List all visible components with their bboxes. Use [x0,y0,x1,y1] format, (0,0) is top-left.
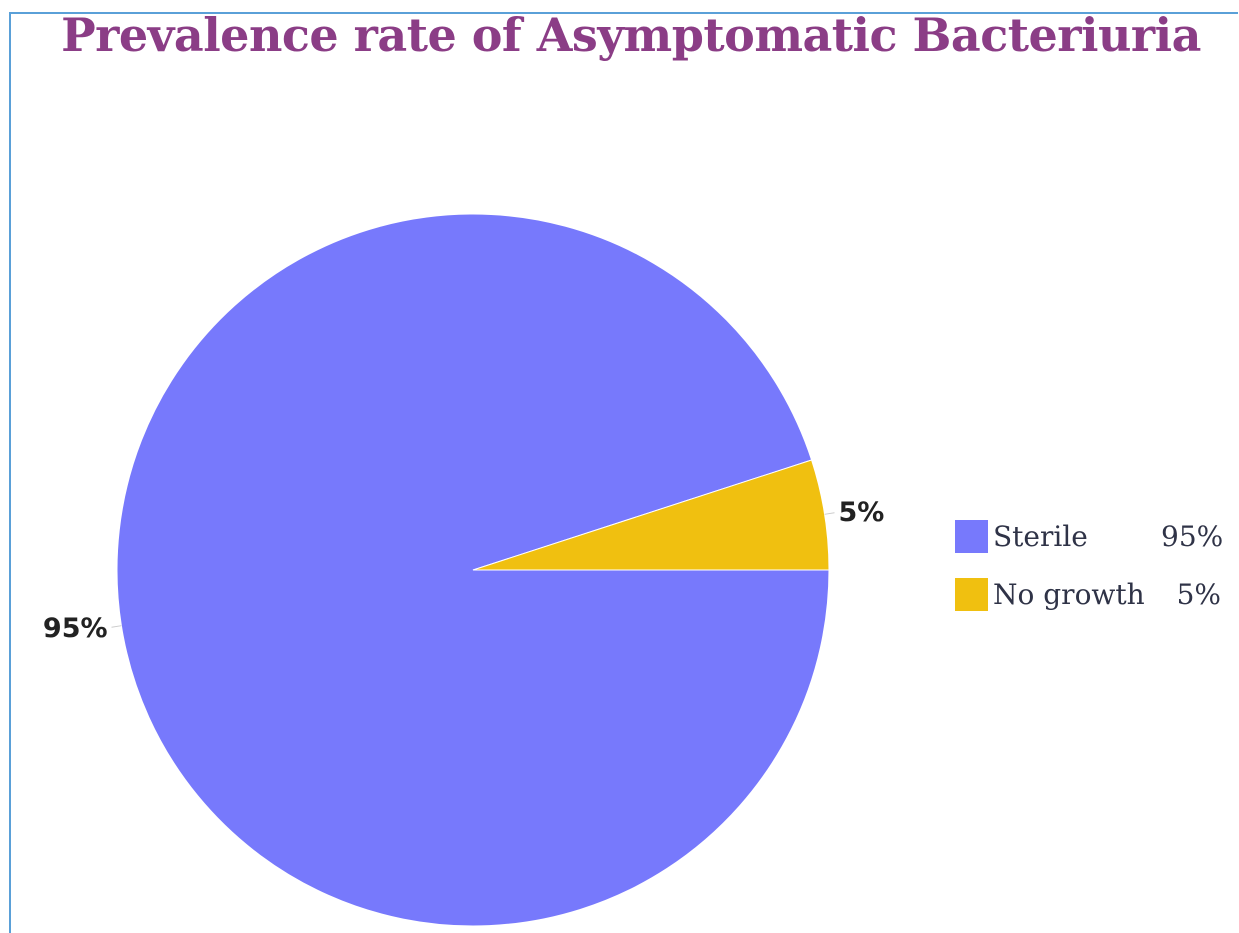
chart-frame [9,12,1238,933]
leader-line-sterile [111,625,122,628]
chart-title: Prevalence rate of Asymptomatic Bacteriu… [61,8,1201,62]
pie-slice-no-growth[interactable] [472,459,830,571]
legend-value-no-growth: 5% [1176,577,1221,611]
legend-item-no-growth[interactable]: No growth 5% [955,572,1221,616]
legend-item-sterile[interactable]: Sterile 95% [955,514,1224,558]
legend-label-no-growth: No growth [993,577,1145,611]
leader-line-no-growth [824,512,835,515]
legend-value-sterile: 95% [1161,519,1224,553]
slice-label-no-growth: 5% [838,497,884,528]
legend: Sterile 95% No growth 5% [955,514,1224,630]
legend-label-sterile: Sterile [993,519,1088,553]
legend-swatch-sterile [955,519,988,553]
legend-swatch-no-growth [955,577,988,611]
slice-label-sterile: 95% [43,613,108,644]
